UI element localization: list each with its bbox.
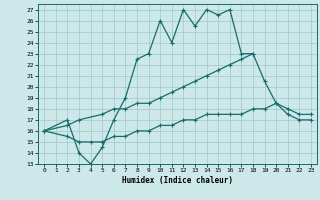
X-axis label: Humidex (Indice chaleur): Humidex (Indice chaleur) xyxy=(122,176,233,185)
